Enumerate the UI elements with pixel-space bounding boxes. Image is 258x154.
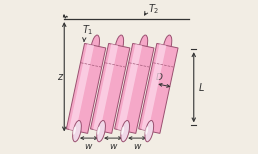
- Text: $T_2$: $T_2$: [148, 2, 159, 16]
- Polygon shape: [139, 43, 178, 133]
- Polygon shape: [115, 43, 154, 133]
- Ellipse shape: [73, 120, 81, 142]
- Ellipse shape: [121, 126, 124, 135]
- Polygon shape: [141, 44, 166, 131]
- Polygon shape: [93, 44, 118, 131]
- Polygon shape: [66, 43, 106, 133]
- Ellipse shape: [139, 35, 148, 56]
- Text: $T_1$: $T_1$: [82, 23, 93, 37]
- Ellipse shape: [115, 35, 124, 56]
- Ellipse shape: [145, 120, 154, 142]
- Ellipse shape: [73, 126, 76, 135]
- Text: $L$: $L$: [198, 81, 204, 93]
- Text: $w$: $w$: [84, 142, 94, 151]
- Text: $z$: $z$: [57, 72, 64, 82]
- Ellipse shape: [121, 120, 130, 142]
- Ellipse shape: [145, 126, 148, 135]
- Text: $w$: $w$: [109, 142, 118, 151]
- Polygon shape: [69, 44, 94, 131]
- Polygon shape: [117, 44, 142, 131]
- Ellipse shape: [97, 120, 106, 142]
- Ellipse shape: [97, 126, 100, 135]
- Ellipse shape: [91, 35, 100, 56]
- Text: $w$: $w$: [133, 142, 142, 151]
- Text: $D$: $D$: [155, 71, 163, 81]
- Polygon shape: [91, 43, 130, 133]
- Ellipse shape: [163, 35, 172, 56]
